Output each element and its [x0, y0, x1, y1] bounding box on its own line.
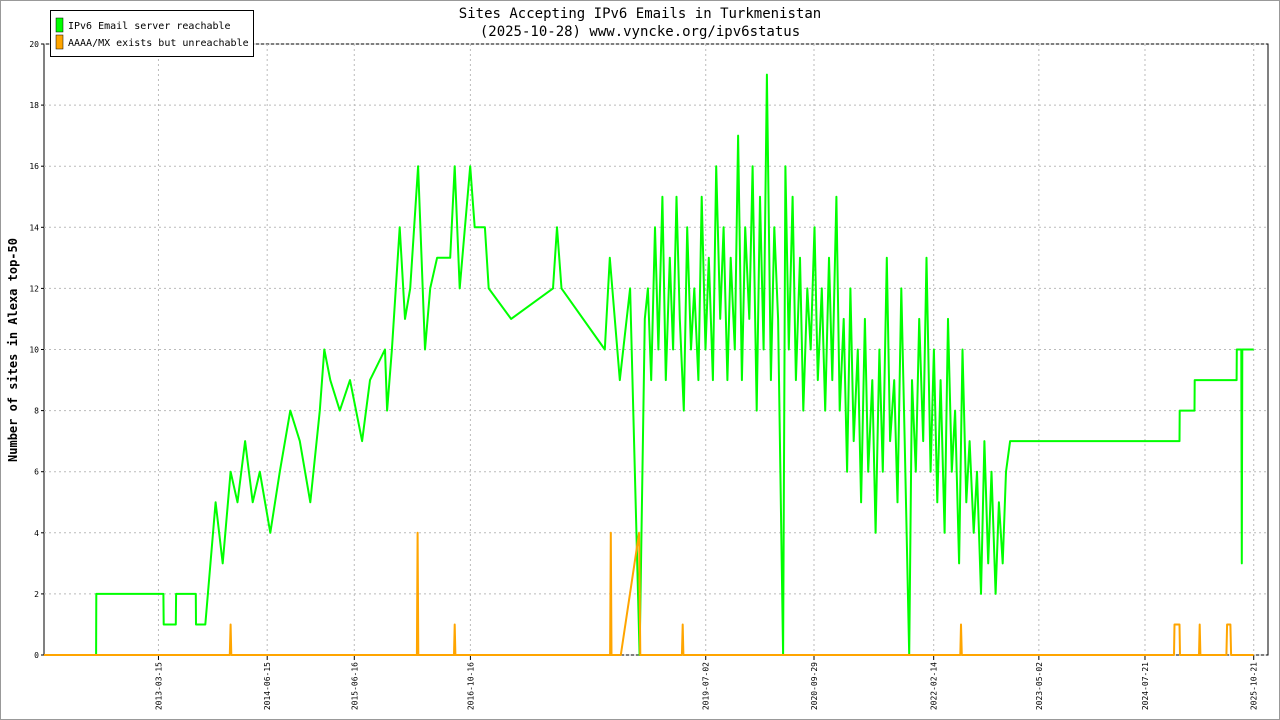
y-tick-label: 6: [34, 468, 39, 477]
x-tick-label: 2024-07-21: [1141, 662, 1150, 710]
legend-label: IPv6 Email server reachable: [68, 21, 231, 32]
x-tick-label: 2025-10-21: [1250, 662, 1259, 710]
chart-title: Sites Accepting IPv6 Emails in Turkmenis…: [459, 6, 821, 22]
y-tick-label: 12: [29, 284, 39, 293]
x-tick-label: 2019-07-02: [702, 662, 711, 710]
y-tick-label: 0: [34, 651, 39, 660]
y-tick-label: 4: [34, 529, 39, 538]
legend-swatch: [55, 17, 64, 33]
y-tick-label: 10: [29, 346, 39, 355]
y-tick-label: 18: [29, 101, 39, 110]
series-line: [44, 73, 1254, 656]
legend-label: AAAA/MX exists but unreachable: [68, 38, 249, 49]
x-tick-label: 2015-06-16: [350, 662, 359, 710]
y-axis-label: Number of sites in Alexa top-50: [6, 238, 20, 462]
y-tick-label: 20: [29, 40, 39, 49]
x-tick-label: 2023-05-02: [1035, 662, 1044, 710]
y-tick-label: 2: [34, 590, 39, 599]
x-tick-label: 2022-02-14: [930, 662, 939, 710]
chart-subtitle: (2025-10-28) www.vyncke.org/ipv6status: [480, 24, 800, 40]
y-tick-label: 8: [34, 407, 39, 416]
x-tick-label: 2013-03-15: [154, 662, 163, 710]
plot: [44, 73, 1254, 656]
y-tick-label: 16: [29, 162, 39, 171]
series-line: [44, 531, 1254, 656]
legend-box: [50, 10, 254, 57]
legend-swatch: [55, 34, 64, 50]
x-tick-label: 2014-06-15: [263, 662, 272, 710]
legend: IPv6 Email server reachable AAAA/MX exist…: [50, 10, 254, 57]
y-tick-label: 14: [29, 223, 39, 232]
x-tick-label: 2020-09-29: [810, 662, 819, 710]
x-tick-label: 2016-10-16: [466, 662, 475, 710]
